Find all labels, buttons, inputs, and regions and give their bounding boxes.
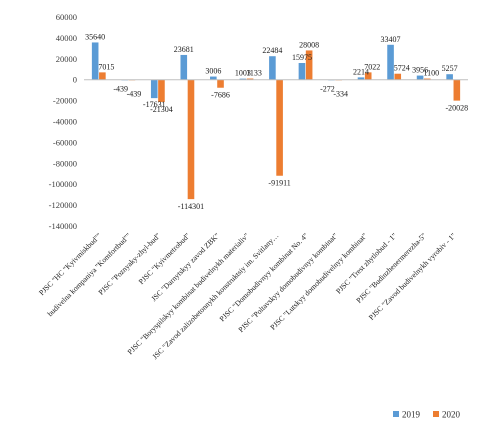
- bar-2020-2: [158, 79, 165, 102]
- data-label-2019-2: -17631: [143, 100, 166, 109]
- y-tick-label: 20000: [56, 54, 77, 64]
- data-label-2019-12: 5257: [442, 64, 458, 73]
- data-label-2020-4: -7686: [211, 91, 230, 100]
- y-tick-label: -80000: [53, 158, 77, 168]
- bar-2019-11: [416, 75, 424, 80]
- y-tick-label: 60000: [56, 12, 77, 22]
- bar-2019-4: [210, 76, 217, 80]
- y-tick-label: -60000: [53, 137, 77, 147]
- bar-2020-10: [394, 73, 402, 80]
- data-label-2020-5: 1133: [246, 69, 262, 78]
- bar-2020-6: [276, 79, 283, 176]
- y-axis: 60000 40000 20000 0 -20000 -40000 -60000 -80000…: [49, 12, 77, 231]
- y-tick-label: -40000: [53, 117, 77, 127]
- data-label-2019-11: 3956: [412, 66, 428, 75]
- data-label-2020-10: 5724: [394, 64, 410, 73]
- data-label-2019-10: 33407: [381, 35, 401, 44]
- y-tick-label: -20000: [53, 96, 77, 106]
- data-label-2020-1: -439: [127, 90, 142, 99]
- bar-2020-11: [423, 78, 431, 80]
- data-label-2019-0: 35640: [85, 32, 105, 41]
- y-tick-label: -120000: [49, 200, 77, 210]
- bar-2020-5: [246, 78, 254, 80]
- bar-2020-12: [453, 79, 461, 101]
- bar-2019-12: [446, 74, 453, 80]
- bar-2020-4: [217, 79, 224, 88]
- bar-2019-6: [269, 56, 276, 80]
- legend-label-2020: 2020: [442, 410, 461, 420]
- bar-2020-7: [305, 50, 313, 80]
- bars-layer: [91, 42, 461, 200]
- legend-swatch-2020: [433, 411, 439, 417]
- data-label-2020-6: -91911: [268, 179, 290, 188]
- bar-2019-10: [387, 44, 394, 80]
- data-label-2019-5: 1003: [235, 69, 251, 78]
- bar-2020-0: [99, 72, 106, 80]
- data-label-2020-9: 7022: [364, 62, 380, 71]
- data-label-2020-11: 1100: [423, 69, 439, 78]
- bar-2019-3: [180, 54, 188, 80]
- bar-2019-2: [150, 79, 158, 99]
- bar-2019-9: [357, 77, 365, 80]
- legend-label-2019: 2019: [402, 410, 421, 420]
- category-label-3: PJSC "Kyivmetrobud": [137, 231, 192, 286]
- data-label-2019-7: 15975: [292, 53, 312, 62]
- bar-2019-7: [298, 63, 306, 80]
- category-labels-layer: PJSC "HC "Kyivmiskbud""budivelna kompani…: [37, 231, 458, 361]
- data-label-2019-4: 3006: [205, 67, 221, 76]
- data-label-2019-1: -439: [113, 85, 128, 94]
- y-tick-label: -140000: [49, 221, 77, 231]
- data-label-2019-3: 23681: [174, 45, 194, 54]
- data-label-2019-8: -272: [320, 85, 335, 94]
- data-label-2019-9: 2214: [353, 67, 369, 76]
- data-label-2020-7: 28008: [299, 40, 319, 49]
- y-tick-label: -100000: [49, 179, 77, 189]
- y-tick-label: 40000: [56, 33, 77, 43]
- bar-2020-9: [364, 72, 372, 80]
- data-label-2020-8: -334: [333, 90, 348, 99]
- data-label-2020-12: -20028: [445, 104, 468, 113]
- bar-2020-3: [187, 79, 195, 200]
- data-label-2020-2: -21304: [150, 105, 173, 114]
- data-label-2019-6: 22484: [262, 46, 282, 55]
- bar-2019-0: [91, 42, 99, 80]
- legend: 2019 2020: [393, 410, 461, 420]
- bar-2019-5: [239, 78, 247, 80]
- legend-swatch-2019: [393, 411, 399, 417]
- data-label-2020-3: -114301: [178, 202, 204, 211]
- y-tick-label: 0: [73, 75, 77, 85]
- data-label-2020-0: 7015: [98, 62, 114, 71]
